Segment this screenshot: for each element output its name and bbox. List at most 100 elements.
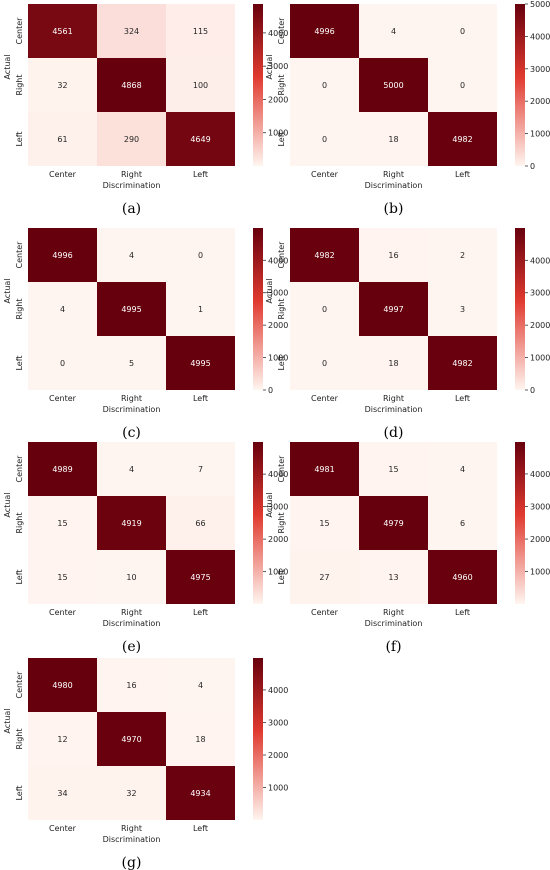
- heatmap-cell: [166, 496, 235, 550]
- colorbar-tick-label: 4000: [268, 470, 288, 479]
- heatmap-cell: [28, 712, 97, 766]
- y-tick-label: Right: [277, 512, 286, 533]
- y-axis-label: Actual: [3, 492, 12, 517]
- cell-value-label: 4649: [190, 135, 210, 144]
- colorbar-tick-label: 4000: [530, 470, 550, 479]
- heatmap-cell: [28, 4, 97, 58]
- x-axis-label: Discrimination: [103, 835, 161, 844]
- heatmap-cell: [28, 658, 97, 712]
- heatmap-cell: [359, 4, 428, 58]
- cell-value-label: 4: [391, 27, 396, 36]
- heatmap-panel-d: 4982 16 2 0 4997 3 0 18 4982 Center Right Left Discr…: [265, 228, 550, 441]
- cell-value-label: 7: [198, 465, 203, 474]
- cell-value-label: 0: [60, 359, 65, 368]
- y-axis-label: Actual: [265, 278, 274, 303]
- x-tick-label: Left: [193, 394, 208, 403]
- colorbar-tick-label: 4000: [530, 32, 550, 41]
- heatmap-cell: [359, 496, 428, 550]
- heatmap-cell: [290, 442, 359, 496]
- cell-value-label: 290: [124, 135, 139, 144]
- y-tick-label: Left: [277, 355, 286, 370]
- cell-value-label: 4561: [52, 27, 72, 36]
- heatmap-panel-f: 4981 15 4 15 4979 6 27 13 4960 Center Right Left Dis…: [265, 442, 550, 655]
- panel-caption: (b): [384, 201, 404, 217]
- x-tick-label: Right: [121, 170, 142, 179]
- colorbar-tick-label: 4000: [268, 29, 288, 38]
- colorbar: [253, 658, 263, 820]
- cell-value-label: 100: [193, 81, 208, 90]
- colorbar: [253, 442, 263, 604]
- y-tick-label: Center: [15, 671, 24, 699]
- cell-value-label: 5000: [383, 81, 403, 90]
- heatmap-cell: [166, 550, 235, 604]
- heatmap-panel-e: 4989 4 7 15 4919 66 15 10 4975 Center Right Left Dis…: [3, 442, 288, 655]
- y-tick-label: Left: [15, 785, 24, 800]
- x-tick-label: Center: [311, 608, 339, 617]
- x-axis-label: Discrimination: [103, 405, 161, 414]
- heatmap-cell: [359, 550, 428, 604]
- heatmap-panel-a: 4561 324 115 32 4868 100 61 290 4649 Center Right L…: [3, 4, 288, 217]
- cell-value-label: 4: [129, 465, 134, 474]
- cell-value-label: 15: [57, 573, 67, 582]
- heatmap-cell: [97, 112, 166, 166]
- heatmap-cell: [166, 58, 235, 112]
- cell-value-label: 4: [198, 681, 203, 690]
- y-tick-label: Center: [277, 455, 286, 483]
- y-tick-label: Left: [277, 131, 286, 146]
- panel-caption: (d): [384, 425, 404, 441]
- cell-value-label: 4975: [190, 573, 210, 582]
- heatmap-cell: [28, 766, 97, 820]
- y-axis-label: Actual: [265, 492, 274, 517]
- cell-value-label: 27: [319, 573, 329, 582]
- colorbar-tick-label: 1000: [268, 129, 288, 138]
- y-tick-label: Center: [15, 455, 24, 483]
- colorbar-tick-label: 2000: [268, 535, 288, 544]
- colorbar-tick-label: 1000: [530, 354, 550, 363]
- heatmap-cell: [97, 58, 166, 112]
- heatmap-cell: [97, 550, 166, 604]
- cell-value-label: 4919: [121, 519, 141, 528]
- heatmap-cell: [97, 658, 166, 712]
- heatmap-cell: [166, 228, 235, 282]
- heatmap-cell: [166, 336, 235, 390]
- cell-value-label: 10: [126, 573, 136, 582]
- y-tick-label: Right: [15, 74, 24, 95]
- heatmap-cell: [290, 228, 359, 282]
- x-tick-label: Left: [455, 170, 470, 179]
- colorbar: [253, 4, 263, 166]
- colorbar-tick-label: 3000: [268, 503, 288, 512]
- cell-value-label: 12: [57, 735, 67, 744]
- cell-value-label: 4995: [190, 359, 210, 368]
- x-axis-label: Discrimination: [103, 181, 161, 190]
- colorbar-tick-label: 3000: [530, 289, 550, 298]
- heatmap-cell: [97, 766, 166, 820]
- y-tick-label: Left: [15, 569, 24, 584]
- x-tick-label: Right: [383, 170, 404, 179]
- cell-value-label: 15: [57, 519, 67, 528]
- x-tick-label: Center: [311, 170, 339, 179]
- cell-value-label: 4997: [383, 305, 403, 314]
- y-tick-label: Center: [15, 17, 24, 45]
- x-tick-label: Left: [193, 824, 208, 833]
- heatmap-cell: [290, 336, 359, 390]
- heatmap-panel-b: 4996 4 0 0 5000 0 0 18 4982 Center Right Left Discri…: [265, 0, 550, 217]
- panel-caption: (e): [122, 639, 141, 655]
- colorbar-tick-label: 1000: [268, 568, 288, 577]
- cell-value-label: 16: [388, 251, 398, 260]
- y-axis-label: Actual: [3, 54, 12, 79]
- heatmap-cell: [359, 282, 428, 336]
- panel-caption: (c): [122, 425, 141, 441]
- colorbar-tick-label: 0: [530, 386, 535, 395]
- panel-caption: (g): [122, 855, 142, 870]
- heatmap-cell: [28, 282, 97, 336]
- cell-value-label: 4970: [121, 735, 141, 744]
- heatmap-cell: [166, 442, 235, 496]
- heatmap-cell: [428, 496, 497, 550]
- cell-value-label: 4868: [121, 81, 141, 90]
- colorbar-tick-label: 1000: [268, 784, 288, 793]
- heatmap-cell: [166, 4, 235, 58]
- heatmap-cell: [290, 4, 359, 58]
- heatmap-cell: [97, 4, 166, 58]
- cell-value-label: 4982: [452, 359, 472, 368]
- heatmap-cell: [166, 112, 235, 166]
